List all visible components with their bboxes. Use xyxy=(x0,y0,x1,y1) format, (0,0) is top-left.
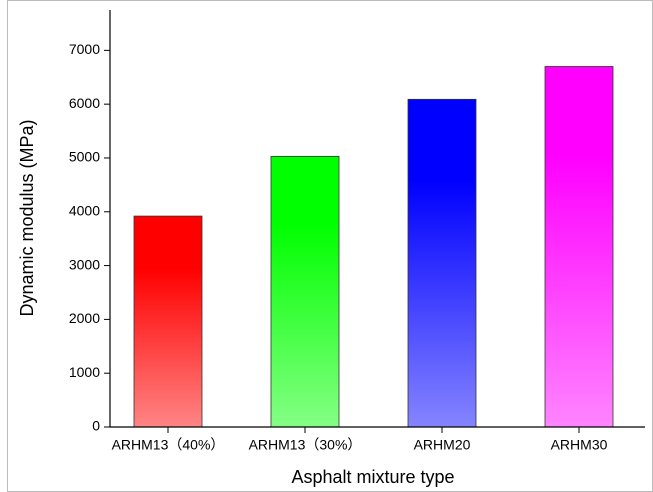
y-tick-label: 4000 xyxy=(69,202,100,218)
y-tick-label: 6000 xyxy=(69,95,100,111)
bar xyxy=(407,98,477,428)
bar xyxy=(270,155,340,428)
y-tick-label: 2000 xyxy=(69,310,100,326)
x-tick-label: ARHM13（30%） xyxy=(249,437,362,453)
x-tick-label: ARHM30 xyxy=(551,437,608,453)
y-tick-label: 7000 xyxy=(69,41,100,57)
bar xyxy=(544,66,614,428)
y-axis-title: Dynamic modulus (MPa) xyxy=(17,119,37,316)
x-tick-label: ARHM20 xyxy=(414,437,471,453)
y-tick-label: 1000 xyxy=(69,364,100,380)
bar xyxy=(133,215,203,428)
x-tick-label: ARHM13（40%） xyxy=(112,437,225,453)
x-axis-title: Asphalt mixture type xyxy=(291,467,454,487)
y-tick-label: 0 xyxy=(92,418,100,434)
y-tick-label: 3000 xyxy=(69,256,100,272)
y-tick-label: 5000 xyxy=(69,149,100,165)
